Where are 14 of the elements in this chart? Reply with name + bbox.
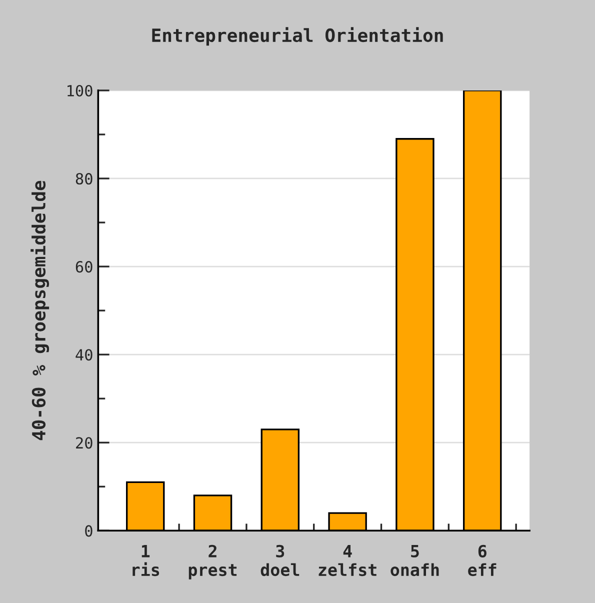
x-tick-label: 3 doel xyxy=(260,544,300,576)
y-tick-label: 40 xyxy=(76,349,92,361)
x-tick-label: 6 eff xyxy=(468,544,496,576)
y-axis-title: 40-60 % groepsgemiddelde xyxy=(30,180,50,440)
y-tick-label: 0 xyxy=(85,525,92,537)
x-tick-label: 5 onafh xyxy=(390,545,439,576)
x-tick-label: 2 prest xyxy=(188,544,237,580)
x-tick-label: 1 ris xyxy=(132,545,160,576)
y-tick-label: 60 xyxy=(76,261,92,273)
x-tick-label: 4 zelfst xyxy=(318,545,376,576)
y-tick-label: 20 xyxy=(76,437,92,449)
chart-title: Entrepreneurial Orientation xyxy=(152,27,443,46)
y-tick-label: 80 xyxy=(76,172,92,185)
y-tick-label: 100 xyxy=(68,84,92,97)
